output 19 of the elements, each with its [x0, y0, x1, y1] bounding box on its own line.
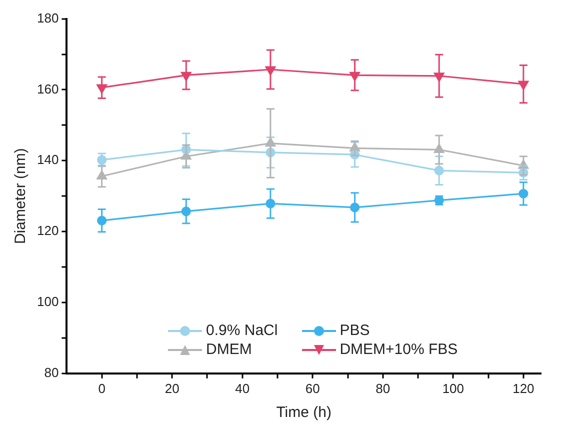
legend-label: 0.9% NaCl — [206, 322, 278, 339]
x-tick-label: 80 — [376, 380, 390, 396]
y-tick-label: 160 — [36, 81, 59, 96]
x-tick-label: 120 — [512, 380, 534, 396]
x-tick-label: 20 — [164, 380, 180, 396]
x-axis-title: Time (h) — [276, 404, 332, 422]
y-tick-label: 180 — [36, 10, 59, 26]
x-tick-label: 40 — [235, 380, 250, 396]
y-tick-label: 120 — [36, 223, 59, 238]
y-tick-label: 100 — [36, 294, 59, 310]
legend-label: PBS — [340, 322, 370, 339]
y-tick-label: 140 — [36, 152, 59, 168]
y-axis-title: Diameter (nm) — [12, 148, 30, 244]
legend-label: DMEM — [206, 341, 252, 358]
x-tick-label: 60 — [305, 380, 320, 396]
x-tick-label: 0 — [98, 380, 106, 396]
legend-label: DMEM+10% FBS — [340, 341, 458, 358]
y-tick-label: 80 — [44, 364, 59, 380]
x-tick-label: 100 — [442, 380, 464, 396]
